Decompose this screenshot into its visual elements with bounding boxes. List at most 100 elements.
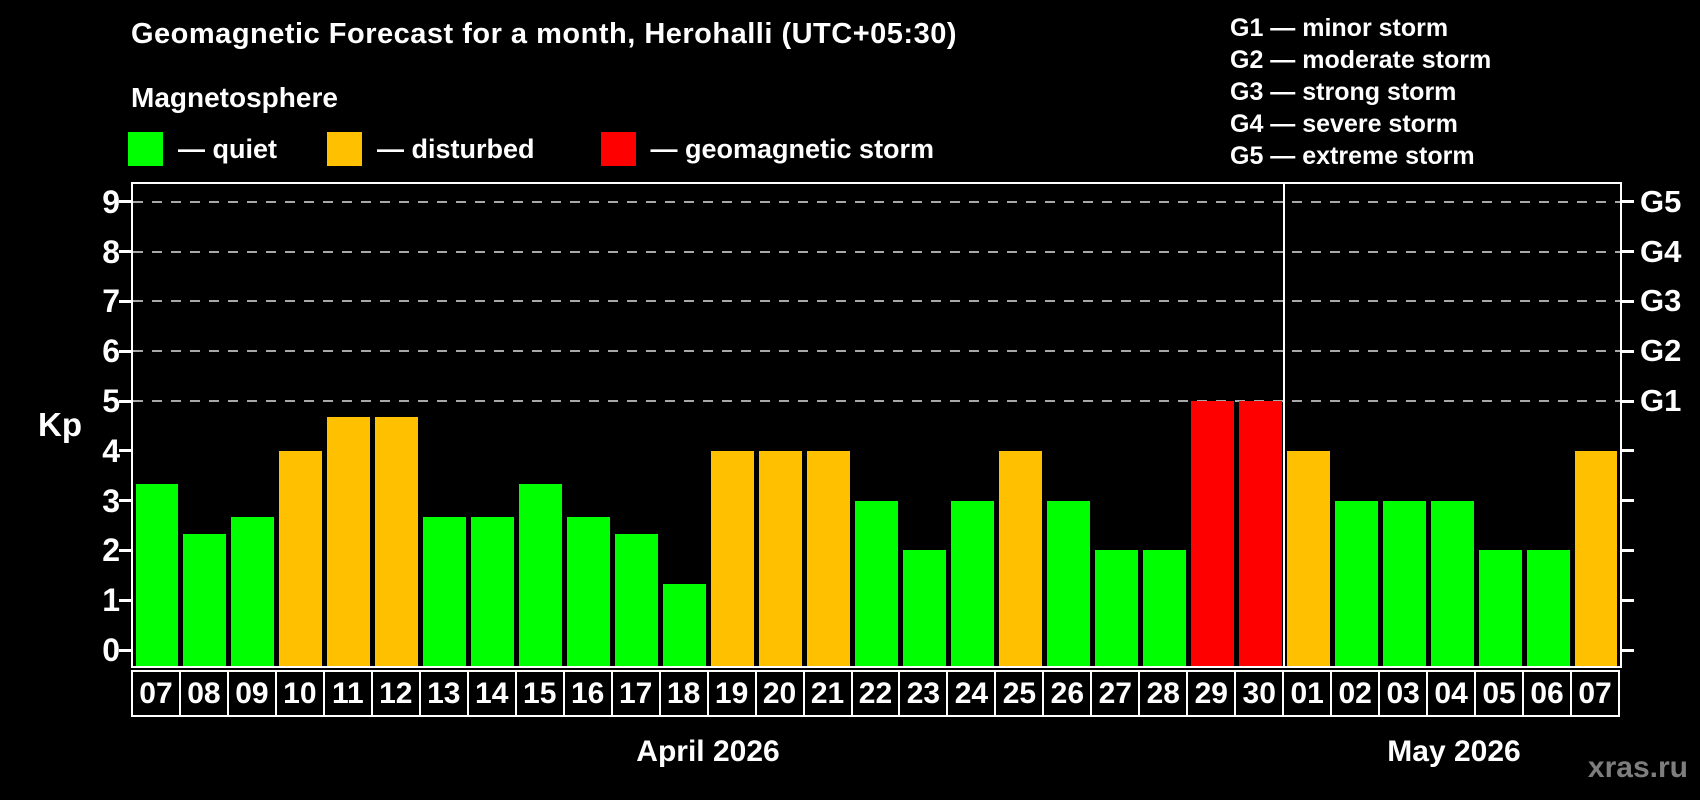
kp-bar-day-18 xyxy=(663,583,707,666)
kp-bar-day-26 xyxy=(1046,500,1090,666)
day-cell-apr-21: 21 xyxy=(802,670,853,717)
legend-item-disturbed: — disturbed xyxy=(327,132,535,166)
kp-bar-day-03 xyxy=(1382,500,1426,666)
kp-bar-day-11 xyxy=(327,417,371,666)
gridline-kp5 xyxy=(133,400,1620,402)
day-cell-apr-24: 24 xyxy=(946,670,997,717)
y-axis-label-6: 6 xyxy=(102,333,120,370)
kp-bar-day-23 xyxy=(902,550,946,666)
y-axis-tick-right xyxy=(1620,548,1634,552)
kp-bar-day-15 xyxy=(519,484,563,666)
day-cell-apr-20: 20 xyxy=(754,670,805,717)
y-axis-label-9: 9 xyxy=(102,183,120,220)
y-axis-tick-right xyxy=(1620,399,1634,403)
y-axis-tick-right xyxy=(1620,349,1634,353)
y-axis-tick-left xyxy=(119,200,131,204)
watermark: xras.ru xyxy=(1587,751,1688,784)
y-axis-tick-right xyxy=(1620,449,1634,453)
day-cell-may-07: 07 xyxy=(1570,670,1620,717)
right-axis-label-G1: G1 xyxy=(1640,383,1682,418)
y-axis-tick-left xyxy=(119,299,131,303)
day-cell-apr-16: 16 xyxy=(562,670,613,717)
y-axis-label-0: 0 xyxy=(102,632,120,668)
day-cell-apr-07: 07 xyxy=(131,670,181,717)
day-cell-may-05: 05 xyxy=(1474,670,1525,717)
day-cell-apr-15: 15 xyxy=(514,670,565,717)
kp-bar-day-29 xyxy=(1190,401,1234,666)
kp-bar-day-21 xyxy=(807,450,850,666)
day-cell-apr-10: 10 xyxy=(274,670,325,717)
kp-bar-day-02 xyxy=(1334,500,1378,666)
kp-bar-day-01 xyxy=(1286,450,1330,666)
day-cell-apr-25: 25 xyxy=(994,670,1045,717)
g-scale-legend-row: G1 — minor storm xyxy=(1230,14,1449,42)
kp-bar-day-10 xyxy=(279,450,323,666)
y-axis-tick-left xyxy=(119,250,131,254)
legend-label: — quiet xyxy=(178,133,277,164)
y-axis-label-1: 1 xyxy=(102,582,120,619)
y-axis-tick-right xyxy=(1620,250,1634,254)
kp-bar-day-30 xyxy=(1238,401,1282,666)
month-label-april: April 2026 xyxy=(636,735,780,768)
y-axis-tick-left xyxy=(119,499,131,503)
gridline-kp7 xyxy=(133,300,1620,303)
kp-bar-day-05 xyxy=(1478,550,1522,666)
quiet-color-swatch xyxy=(128,132,163,166)
kp-bar-day-09 xyxy=(231,517,275,666)
day-cell-apr-27: 27 xyxy=(1090,670,1141,717)
y-axis-tick-right xyxy=(1620,299,1634,303)
kp-bar-day-13 xyxy=(423,517,467,666)
kp-bar-day-25 xyxy=(998,450,1042,666)
day-cell-apr-26: 26 xyxy=(1042,670,1093,717)
day-cell-apr-23: 23 xyxy=(898,670,949,717)
y-axis-title: Kp xyxy=(38,406,82,443)
day-cell-may-01: 01 xyxy=(1282,670,1333,717)
day-cell-apr-09: 09 xyxy=(226,670,277,717)
y-axis-tick-left xyxy=(119,648,131,652)
day-cell-apr-08: 08 xyxy=(178,670,229,717)
y-axis-label-3: 3 xyxy=(102,482,120,519)
right-axis-label-G4: G4 xyxy=(1640,233,1682,269)
y-axis-tick-left xyxy=(119,399,131,403)
y-axis-tick-left xyxy=(119,548,131,552)
kp-bar-day-08 xyxy=(183,533,227,666)
plot-area xyxy=(131,182,1622,668)
y-axis-tick-right xyxy=(1620,648,1634,652)
y-axis-label-4: 4 xyxy=(102,432,120,469)
kp-bar-day-07 xyxy=(1574,450,1618,666)
day-cell-apr-30: 30 xyxy=(1234,670,1285,717)
y-axis-tick-right xyxy=(1620,499,1634,503)
day-cell-apr-12: 12 xyxy=(370,670,421,717)
day-cell-apr-29: 29 xyxy=(1186,670,1237,717)
g-scale-legend-row: G4 — severe storm xyxy=(1230,110,1458,138)
y-axis-label-8: 8 xyxy=(102,233,120,270)
kp-bar-day-04 xyxy=(1430,500,1474,666)
kp-bar-day-20 xyxy=(759,450,803,666)
g-scale-legend-row: G5 — extreme storm xyxy=(1230,142,1475,170)
right-axis-label-G5: G5 xyxy=(1640,183,1682,219)
page-title: Geomagnetic Forecast for a month, Heroha… xyxy=(131,18,957,50)
month-separator-line xyxy=(1283,184,1286,666)
y-axis-tick-right xyxy=(1620,200,1634,204)
y-axis-tick-left xyxy=(119,349,131,353)
right-axis-label-G2: G2 xyxy=(1640,333,1682,369)
day-cell-may-04: 04 xyxy=(1426,670,1477,717)
kp-bar-day-28 xyxy=(1142,550,1186,666)
legend-item-quiet: — quiet xyxy=(128,132,277,166)
kp-bar-day-27 xyxy=(1094,550,1138,666)
day-cell-apr-22: 22 xyxy=(850,670,901,717)
g-scale-legend-row: G3 — strong storm xyxy=(1230,78,1457,106)
y-axis-label-5: 5 xyxy=(102,383,120,419)
day-cell-may-03: 03 xyxy=(1378,670,1429,717)
day-cell-apr-13: 13 xyxy=(418,670,469,717)
kp-bar-day-12 xyxy=(375,417,419,666)
kp-bar-day-06 xyxy=(1526,550,1570,666)
day-cell-may-06: 06 xyxy=(1522,670,1573,717)
month-label-may: May 2026 xyxy=(1387,735,1521,768)
magnetosphere-subtitle: Magnetosphere xyxy=(131,82,338,113)
y-axis-tick-right xyxy=(1620,598,1634,602)
y-axis-label-2: 2 xyxy=(102,532,120,569)
day-cell-apr-18: 18 xyxy=(658,670,709,717)
y-axis-label-7: 7 xyxy=(102,283,120,320)
